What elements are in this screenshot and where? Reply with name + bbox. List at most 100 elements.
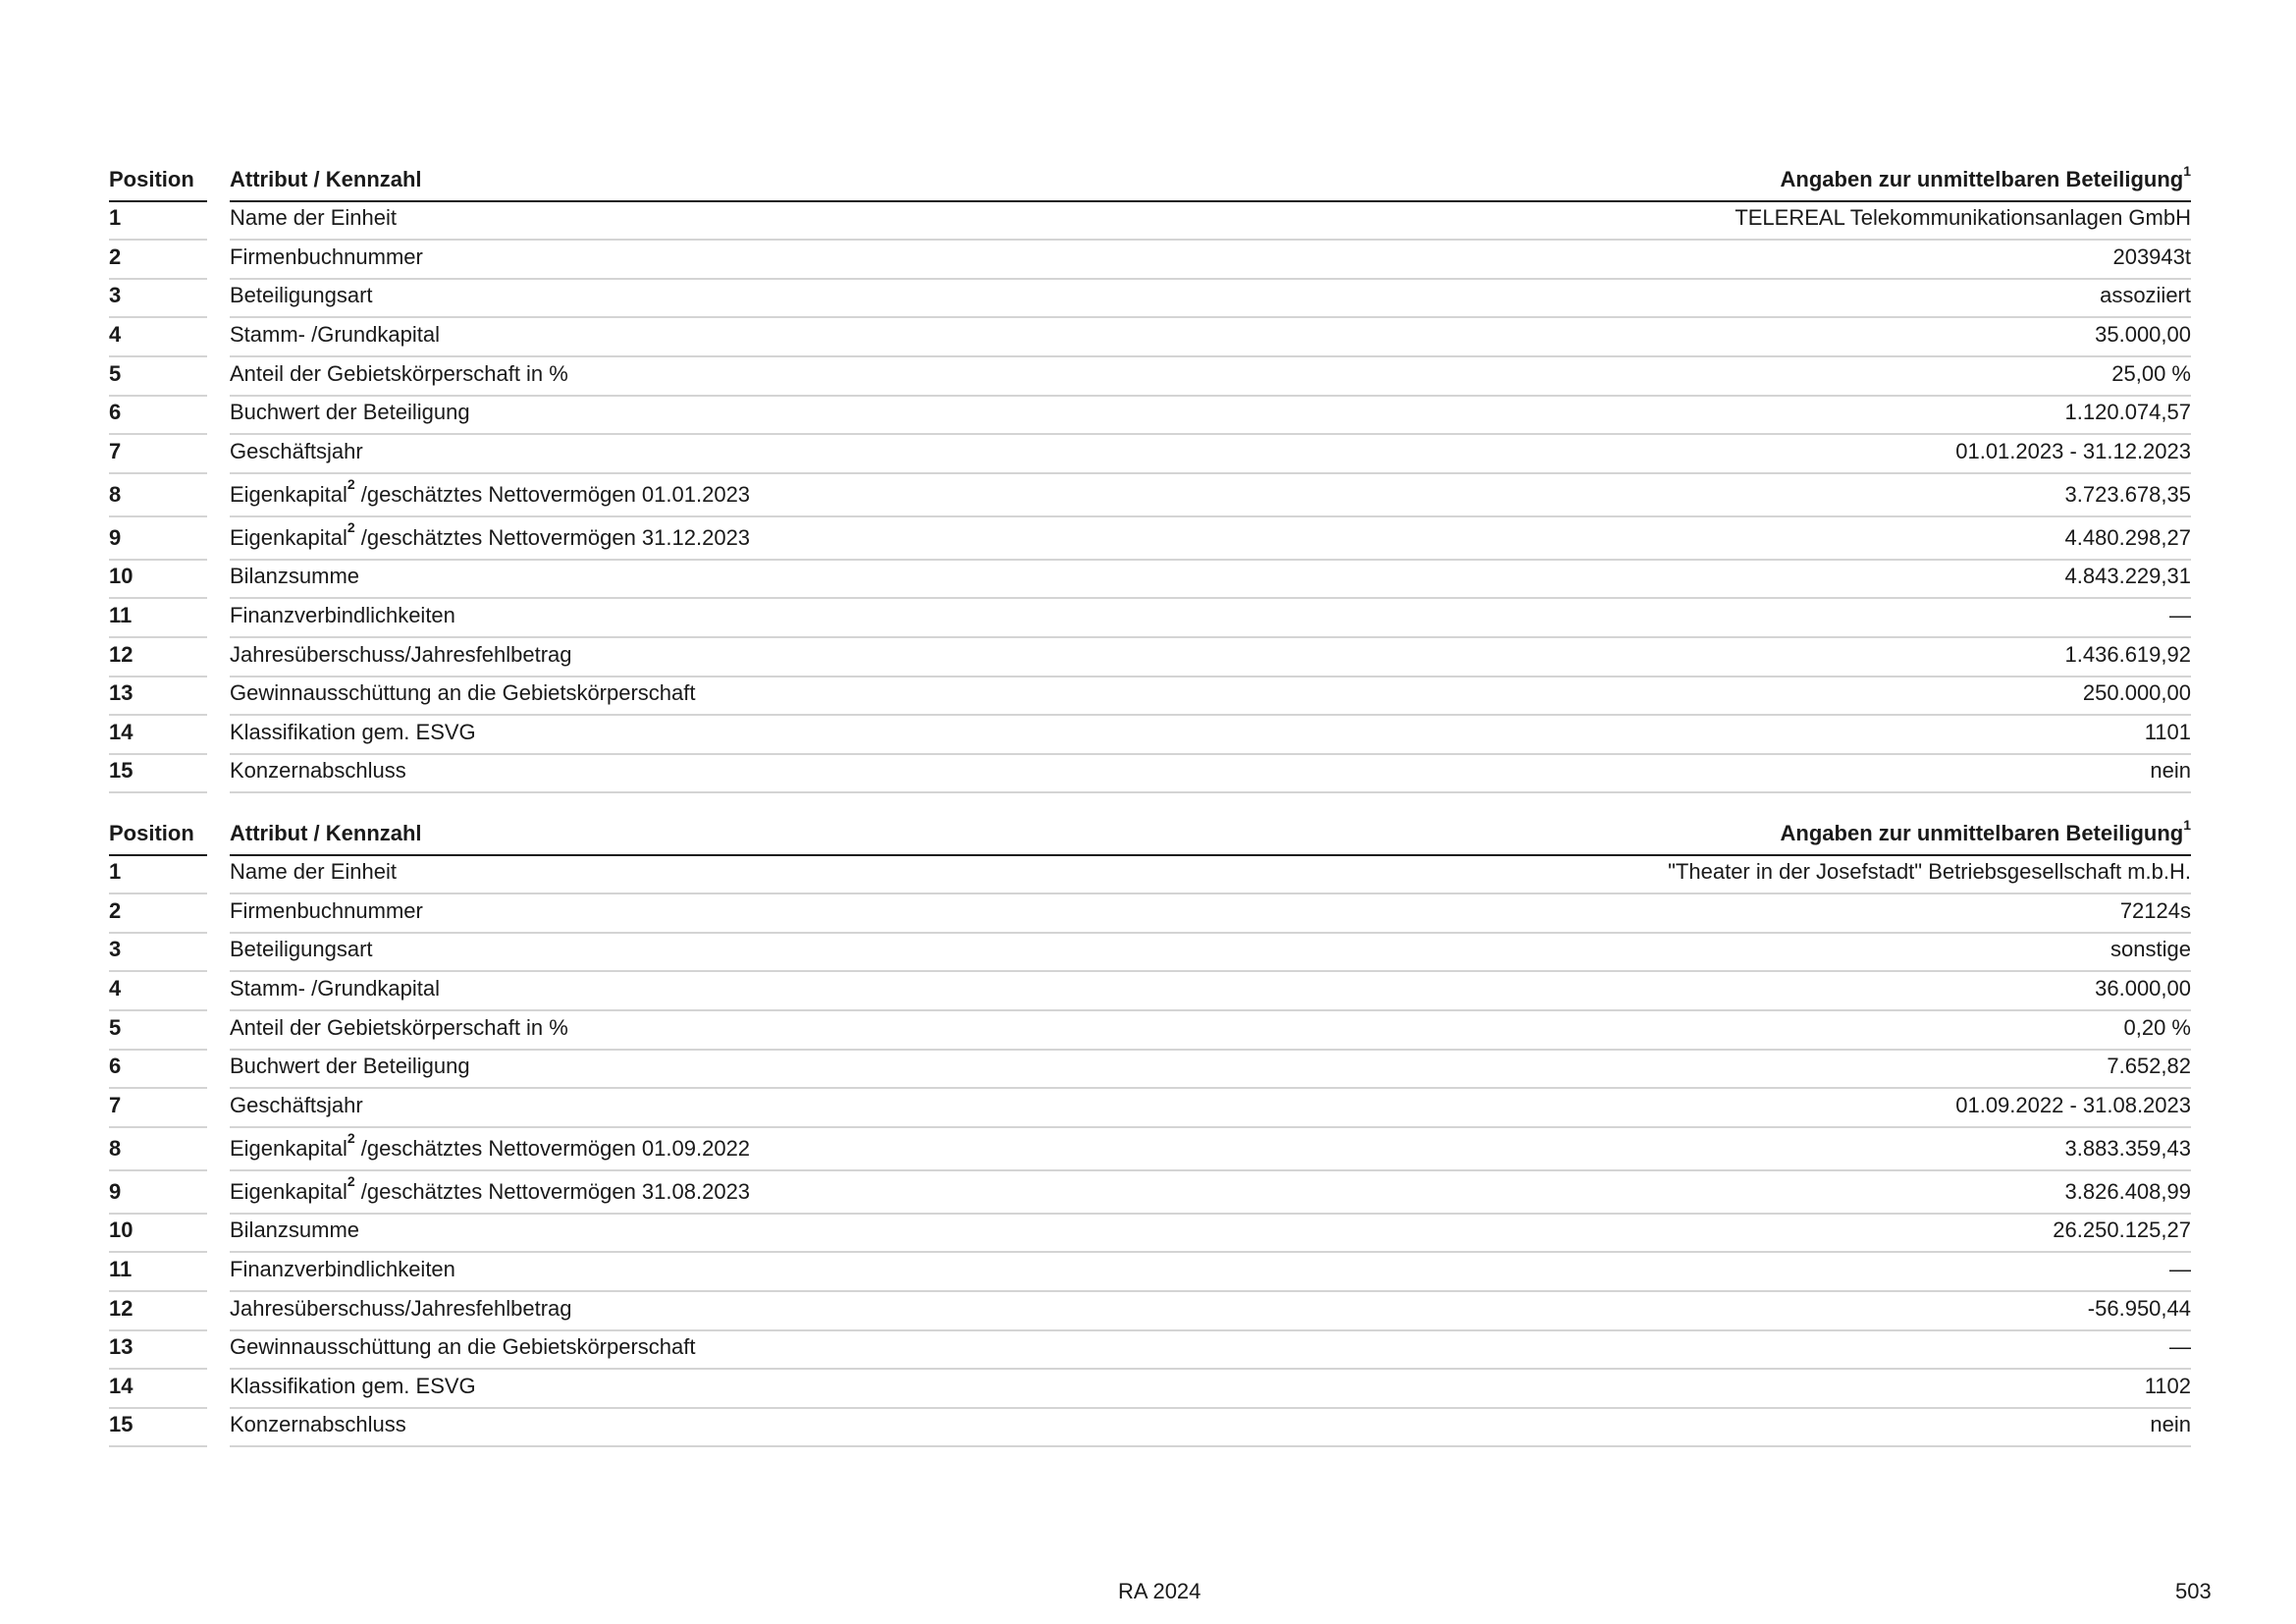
position-cell: 15 bbox=[109, 755, 207, 794]
attribute-cell: Bilanzsumme bbox=[230, 561, 876, 600]
value-cell: 25,00 % bbox=[789, 357, 2191, 397]
value-text: — bbox=[2169, 1256, 2191, 1281]
table-row: 9 Eigenkapital2 /geschätztes Nettovermöge… bbox=[109, 1171, 2191, 1215]
table-row: 1 Name der Einheit "Theater in der Josefst… bbox=[109, 856, 2191, 895]
position-cell: 1 bbox=[109, 202, 207, 242]
position-cell: 8 bbox=[109, 1128, 207, 1171]
value-cell: 250.000,00 bbox=[789, 677, 2191, 717]
table-row: 2 Firmenbuchnummer 72124s bbox=[109, 894, 2191, 934]
value-cell: TELEREAL Telekommunikationsanlagen GmbH bbox=[789, 202, 2191, 242]
attribute-text: Konzernabschluss bbox=[230, 758, 876, 784]
position-number: 14 bbox=[109, 719, 133, 744]
table-row: 15 Konzernabschluss nein bbox=[109, 755, 2191, 794]
table-row: 3 Beteiligungsart assoziiert bbox=[109, 280, 2191, 319]
attribute-cell: Konzernabschluss bbox=[230, 755, 876, 794]
attribute-text: Firmenbuchnummer bbox=[230, 898, 876, 924]
attribute-cell: Buchwert der Beteiligung bbox=[230, 397, 876, 436]
position-cell: 6 bbox=[109, 397, 207, 436]
attribute-text: Firmenbuchnummer bbox=[230, 244, 876, 270]
table-row: 12 Jahresüberschuss/Jahresfehlbetrag -56.9… bbox=[109, 1292, 2191, 1331]
value-cell: 3.723.678,35 bbox=[789, 474, 2191, 517]
attribute-cell: Gewinnausschüttung an die Gebietskörpers… bbox=[230, 1331, 876, 1371]
footer-page-number: 503 bbox=[2175, 1579, 2212, 1603]
value-text: 0,20 % bbox=[2123, 1014, 2192, 1040]
value-cell: — bbox=[789, 599, 2191, 638]
position-number: 1 bbox=[109, 859, 122, 885]
attribute-label: Firmenbuchnummer bbox=[230, 244, 423, 269]
attribute-label: Eigenkapital bbox=[230, 1178, 347, 1204]
table-row: 10 Bilanzsumme 4.843.229,31 bbox=[109, 561, 2191, 600]
attribute-label: Eigenkapital bbox=[230, 1135, 347, 1161]
header-cell-attribute: Attribut / Kennzahl bbox=[230, 163, 876, 202]
attribute-cell: Firmenbuchnummer bbox=[230, 894, 876, 934]
position-cell: 3 bbox=[109, 934, 207, 973]
table-row: 7 Geschäftsjahr 01.01.2023 - 31.12.2023 bbox=[109, 435, 2191, 474]
value-text: 250.000,00 bbox=[2082, 680, 2191, 706]
value-cell: 26.250.125,27 bbox=[789, 1215, 2191, 1254]
position-cell: 1 bbox=[109, 856, 207, 895]
attribute-text: Beteiligungsart bbox=[230, 937, 876, 962]
footnote-marker: 1 bbox=[2183, 817, 2191, 834]
table-row: 11 Finanzverbindlichkeiten — bbox=[109, 1253, 2191, 1292]
value-text: 36.000,00 bbox=[2095, 975, 2191, 1001]
attribute-cell: Beteiligungsart bbox=[230, 280, 876, 319]
table-row: 1 Name der Einheit TELEREAL Telekommunikat… bbox=[109, 202, 2191, 242]
table-row: 9 Eigenkapital2 /geschätztes Nettovermöge… bbox=[109, 517, 2191, 561]
footnote-marker: 2 bbox=[347, 476, 355, 493]
header-cell-value: Angaben zur unmittelbaren Beteiligung1 bbox=[789, 817, 2191, 856]
attribute-label: Klassifikation gem. ESVG bbox=[230, 719, 476, 744]
position-cell: 9 bbox=[109, 1171, 207, 1215]
attribute-cell: Name der Einheit bbox=[230, 856, 876, 895]
position-number: 4 bbox=[109, 321, 122, 347]
position-number: 12 bbox=[109, 1295, 133, 1321]
value-cell: assoziiert bbox=[789, 280, 2191, 319]
value-cell: 35.000,00 bbox=[789, 318, 2191, 357]
value-text: 01.09.2022 - 31.08.2023 bbox=[1955, 1092, 2191, 1117]
footnote-marker: 2 bbox=[347, 1173, 355, 1190]
attribute-suffix: /geschätztes Nettovermögen 01.09.2022 bbox=[354, 1135, 751, 1161]
position-cell: 5 bbox=[109, 357, 207, 397]
table-row: 14 Klassifikation gem. ESVG 1102 bbox=[109, 1370, 2191, 1409]
attribute-text: Finanzverbindlichkeiten bbox=[230, 1257, 876, 1282]
value-cell: "Theater in der Josefstadt" Betriebsgese… bbox=[789, 856, 2191, 895]
position-number: 15 bbox=[109, 1412, 133, 1437]
position-number: 15 bbox=[109, 758, 133, 784]
attribute-cell: Finanzverbindlichkeiten bbox=[230, 599, 876, 638]
header-cell-attribute: Attribut / Kennzahl bbox=[230, 817, 876, 856]
value-cell: 1102 bbox=[789, 1370, 2191, 1409]
table-row: 13 Gewinnausschüttung an die Gebietskörpe… bbox=[109, 677, 2191, 717]
position-cell: 7 bbox=[109, 1089, 207, 1128]
position-cell: 6 bbox=[109, 1051, 207, 1090]
value-text: 25,00 % bbox=[2111, 360, 2191, 386]
attribute-cell: Eigenkapital2 /geschätztes Nettovermögen… bbox=[230, 474, 876, 517]
attribute-label: Gewinnausschüttung an die Gebietskörpers… bbox=[230, 1334, 696, 1360]
footer-report-label: RA 2024 bbox=[1118, 1579, 1201, 1603]
position-number: 9 bbox=[109, 524, 122, 550]
attribute-text: Beteiligungsart bbox=[230, 283, 876, 308]
attribute-cell: Klassifikation gem. ESVG bbox=[230, 716, 876, 755]
position-cell: 15 bbox=[109, 1409, 207, 1448]
attribute-label: Geschäftsjahr bbox=[230, 1092, 363, 1117]
value-text: "Theater in der Josefstadt" Betriebsgese… bbox=[1668, 859, 2191, 885]
attribute-cell: Anteil der Gebietskörperschaft in % bbox=[230, 357, 876, 397]
attribute-text: Eigenkapital2 /geschätztes Nettovermögen… bbox=[230, 477, 876, 508]
header-cell-position: Position bbox=[109, 817, 207, 856]
position-cell: 13 bbox=[109, 1331, 207, 1371]
value-cell: 0,20 % bbox=[789, 1011, 2191, 1051]
table-row: 12 Jahresüberschuss/Jahresfehlbetrag 1.436… bbox=[109, 638, 2191, 677]
position-number: 11 bbox=[109, 602, 133, 627]
value-cell: 7.652,82 bbox=[789, 1051, 2191, 1090]
position-number: 14 bbox=[109, 1373, 133, 1398]
position-cell: 13 bbox=[109, 677, 207, 717]
attribute-label: Klassifikation gem. ESVG bbox=[230, 1373, 476, 1398]
position-number: 4 bbox=[109, 975, 122, 1001]
attribute-label: Eigenkapital bbox=[230, 524, 347, 550]
attribute-cell: Klassifikation gem. ESVG bbox=[230, 1370, 876, 1409]
attribute-text: Bilanzsumme bbox=[230, 564, 876, 589]
footnote-marker: 2 bbox=[347, 519, 355, 536]
footnote-marker: 2 bbox=[347, 1130, 355, 1147]
attribute-cell: Stamm- /Grundkapital bbox=[230, 318, 876, 357]
table-row: 10 Bilanzsumme 26.250.125,27 bbox=[109, 1215, 2191, 1254]
attribute-suffix: /geschätztes Nettovermögen 31.08.2023 bbox=[354, 1178, 751, 1204]
attribute-label: Jahresüberschuss/Jahresfehlbetrag bbox=[230, 1295, 572, 1321]
